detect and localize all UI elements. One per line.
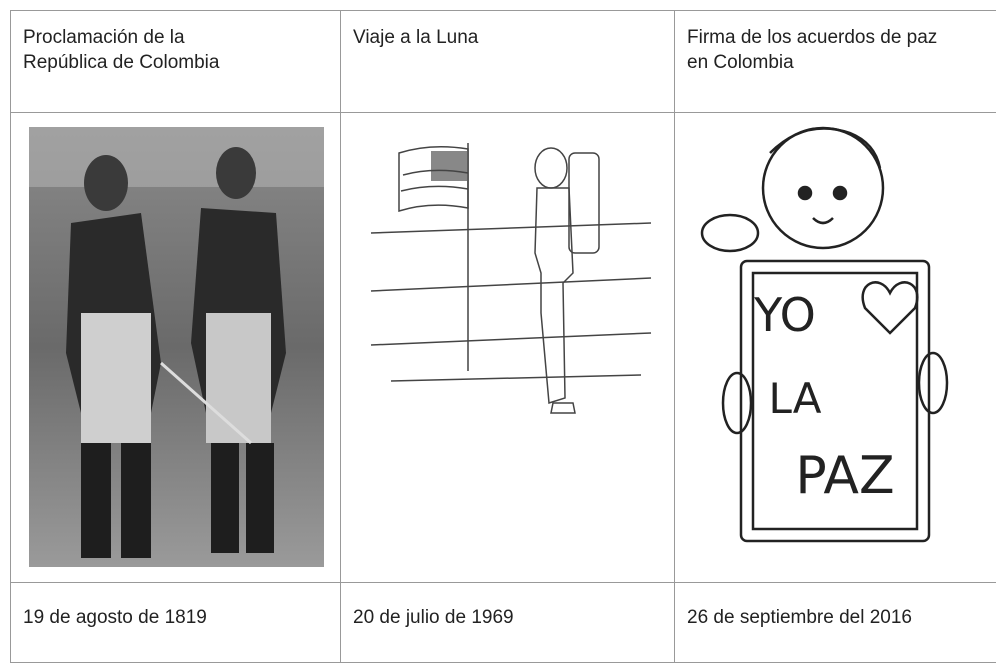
- event-date: 19 de agosto de 1819: [23, 605, 328, 630]
- cell: Viaje a la Luna: [341, 11, 675, 113]
- page: Proclamación de la República de Colombia…: [0, 0, 996, 647]
- cell: 19 de agosto de 1819: [11, 583, 341, 663]
- event-title: Firma de los acuerdos de paz en Colombia: [687, 25, 947, 75]
- event-date: 26 de septiembre del 2016: [687, 605, 996, 630]
- event-date: 20 de julio de 1969: [353, 605, 662, 630]
- art-text: PAZ: [795, 446, 894, 506]
- art-text: YO: [753, 288, 816, 342]
- events-table: Proclamación de la República de Colombia…: [10, 10, 996, 663]
- painting: [11, 113, 341, 582]
- cell: Firma de los acuerdos de paz en Colombia: [675, 11, 996, 113]
- cell: 20 de julio de 1969: [341, 583, 675, 663]
- moon-drawing: [341, 113, 675, 582]
- image-row: YO LA PAZ: [11, 113, 996, 583]
- peace-drawing: YO LA PAZ: [675, 113, 996, 582]
- cell: [341, 113, 675, 583]
- art-text: LA: [768, 374, 821, 423]
- event-title: Proclamación de la República de Colombia: [23, 25, 258, 75]
- cell: Proclamación de la República de Colombia: [11, 11, 341, 113]
- header-row: Proclamación de la República de Colombia…: [11, 11, 996, 113]
- event-title: Viaje a la Luna: [353, 25, 662, 50]
- date-row: 19 de agosto de 1819 20 de julio de 1969…: [11, 583, 996, 663]
- cell: [11, 113, 341, 583]
- cell: 26 de septiembre del 2016: [675, 583, 996, 663]
- cell: YO LA PAZ: [675, 113, 996, 583]
